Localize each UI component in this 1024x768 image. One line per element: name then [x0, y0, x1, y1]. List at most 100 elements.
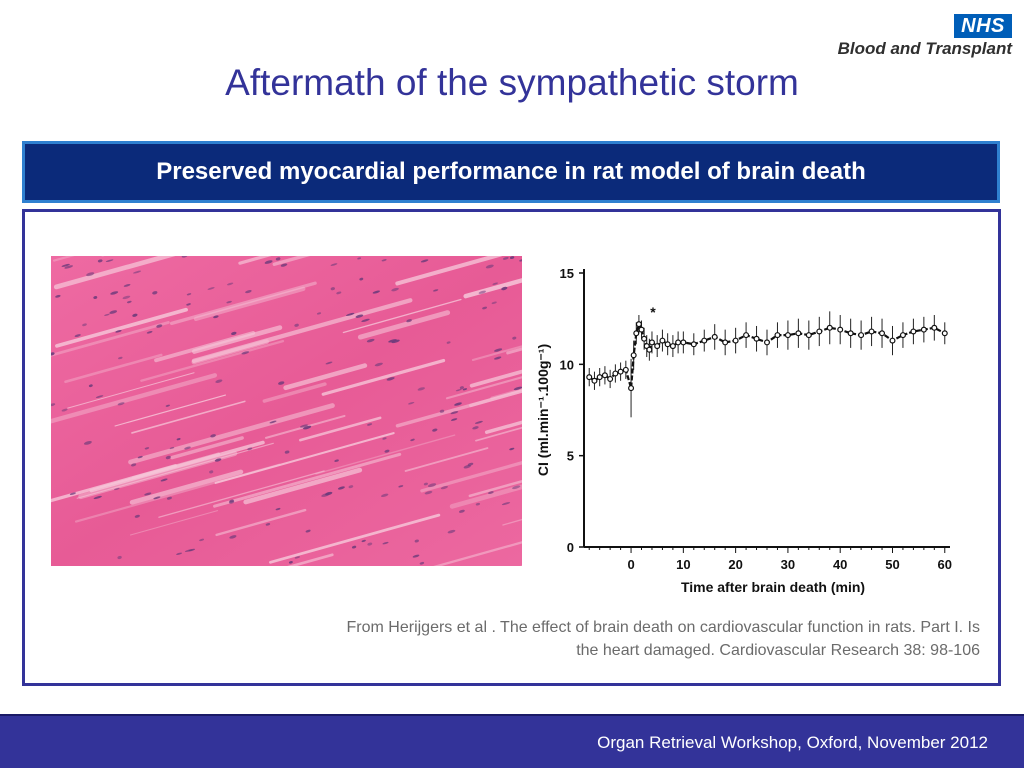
- histology-nucleus: [432, 428, 438, 432]
- histology-nucleus: [423, 482, 428, 486]
- histology-fiber-gap: [342, 298, 462, 334]
- histology-nucleus: [417, 387, 425, 391]
- subtitle-banner: Preserved myocardial performance in rat …: [22, 141, 1000, 203]
- histology-nucleus: [165, 455, 171, 460]
- histology-nucleus: [280, 263, 288, 267]
- histology-nucleus: [374, 362, 383, 367]
- histology-nucleus: [181, 256, 188, 258]
- histology-nucleus: [115, 329, 122, 333]
- x-tick-label: 20: [728, 557, 742, 572]
- data-point: [847, 330, 854, 337]
- histology-fiber-gap: [51, 373, 218, 424]
- histology-nucleus: [123, 283, 131, 287]
- histology-nucleus: [439, 409, 445, 413]
- histology-nucleus: [372, 290, 380, 294]
- data-point: [690, 341, 697, 348]
- histology-nucleus: [86, 272, 95, 277]
- histology-nucleus: [299, 424, 309, 428]
- y-axis-label: CI (ml.min⁻¹.100g⁻¹): [535, 344, 551, 476]
- histology-nucleus: [345, 312, 355, 316]
- histology-nucleus: [474, 420, 483, 424]
- y-tick-label: 5: [567, 449, 574, 464]
- histology-nucleus: [330, 263, 338, 266]
- histology-nucleus: [156, 324, 163, 328]
- histology-fiber-gap: [193, 286, 306, 322]
- histology-nucleus: [455, 388, 462, 392]
- histology-nucleus: [410, 438, 415, 442]
- histology-nucleus: [265, 523, 271, 526]
- histology-nucleus: [130, 463, 137, 467]
- data-point: [617, 368, 624, 375]
- histology-nucleus: [109, 310, 118, 314]
- histology-fiber-gap: [215, 508, 307, 537]
- histology-nucleus: [186, 303, 191, 306]
- histology-nucleus: [117, 402, 125, 406]
- histology-nucleus: [325, 491, 333, 496]
- histology-nucleus: [153, 496, 161, 500]
- histology-nucleus: [74, 334, 81, 338]
- histology-fiber-gap: [53, 256, 176, 290]
- histology-nucleus: [231, 331, 237, 336]
- data-point: [628, 385, 635, 392]
- y-tick-label: 10: [560, 357, 574, 372]
- histology-nucleus: [494, 356, 502, 360]
- histology-nucleus: [105, 259, 114, 263]
- histology-fiber-gap: [76, 442, 274, 499]
- histology-nucleus: [269, 420, 277, 424]
- data-point: [722, 339, 729, 346]
- histology-fiber-gap: [192, 325, 283, 354]
- histology-nucleus: [367, 423, 373, 426]
- histology-nucleus: [316, 312, 322, 315]
- histology-nucleus: [226, 282, 234, 286]
- histology-nucleus: [501, 502, 511, 506]
- x-tick-label: 10: [676, 557, 690, 572]
- data-point: [795, 330, 802, 337]
- histology-nucleus: [228, 500, 235, 504]
- histology-nucleus: [229, 535, 237, 539]
- data-point: [732, 337, 739, 344]
- histology-nucleus: [278, 381, 285, 385]
- histology-nucleus: [215, 379, 223, 383]
- histology-nucleus: [450, 411, 459, 415]
- histology-nucleus: [408, 401, 415, 405]
- histology-nucleus: [509, 447, 515, 451]
- data-point: [641, 335, 648, 342]
- histology-fiber-gap: [51, 464, 178, 503]
- histology-nucleus: [447, 529, 456, 534]
- histology-nucleus: [275, 507, 281, 511]
- histology-fiber-gap: [129, 469, 244, 505]
- histology-nucleus: [83, 440, 92, 445]
- histology-nucleus: [325, 361, 333, 365]
- histology-fiber-gap: [420, 461, 522, 493]
- data-point: [646, 346, 653, 353]
- histology-nucleus: [169, 446, 175, 450]
- histology-fiber-gap: [395, 256, 503, 286]
- histology-fiber-gap: [128, 403, 335, 465]
- histology-fiber-gap: [51, 321, 170, 357]
- histology-nucleus: [199, 538, 205, 542]
- histology-fiber-gap: [268, 513, 441, 564]
- histology-nucleus: [152, 291, 158, 295]
- x-tick-label: 40: [833, 557, 847, 572]
- histology-fiber-gap: [468, 479, 522, 498]
- histology-nucleus: [93, 296, 98, 299]
- data-point: [816, 328, 823, 335]
- histology-nucleus: [512, 336, 517, 340]
- data-point: [675, 339, 682, 346]
- histology-nucleus: [207, 287, 215, 290]
- histology-nucleus: [133, 270, 142, 274]
- histology-nucleus: [305, 529, 311, 533]
- histology-nucleus: [458, 509, 465, 513]
- x-tick-label: 30: [781, 557, 795, 572]
- cardiac-index-chart: 0 5 10 15 0 10 20 30 40 50 60 Time after brain deat…: [535, 266, 952, 595]
- data-point: [630, 352, 637, 359]
- x-tick-label: 0: [627, 557, 634, 572]
- histology-nucleus: [355, 314, 364, 318]
- data-point: [941, 330, 948, 337]
- histology-nucleus: [160, 478, 168, 482]
- histology-nucleus: [348, 485, 354, 489]
- histology-fiber-gap: [283, 363, 368, 391]
- histology-nucleus: [245, 290, 252, 294]
- data-point: [711, 333, 718, 340]
- histology-nucleus: [361, 539, 366, 543]
